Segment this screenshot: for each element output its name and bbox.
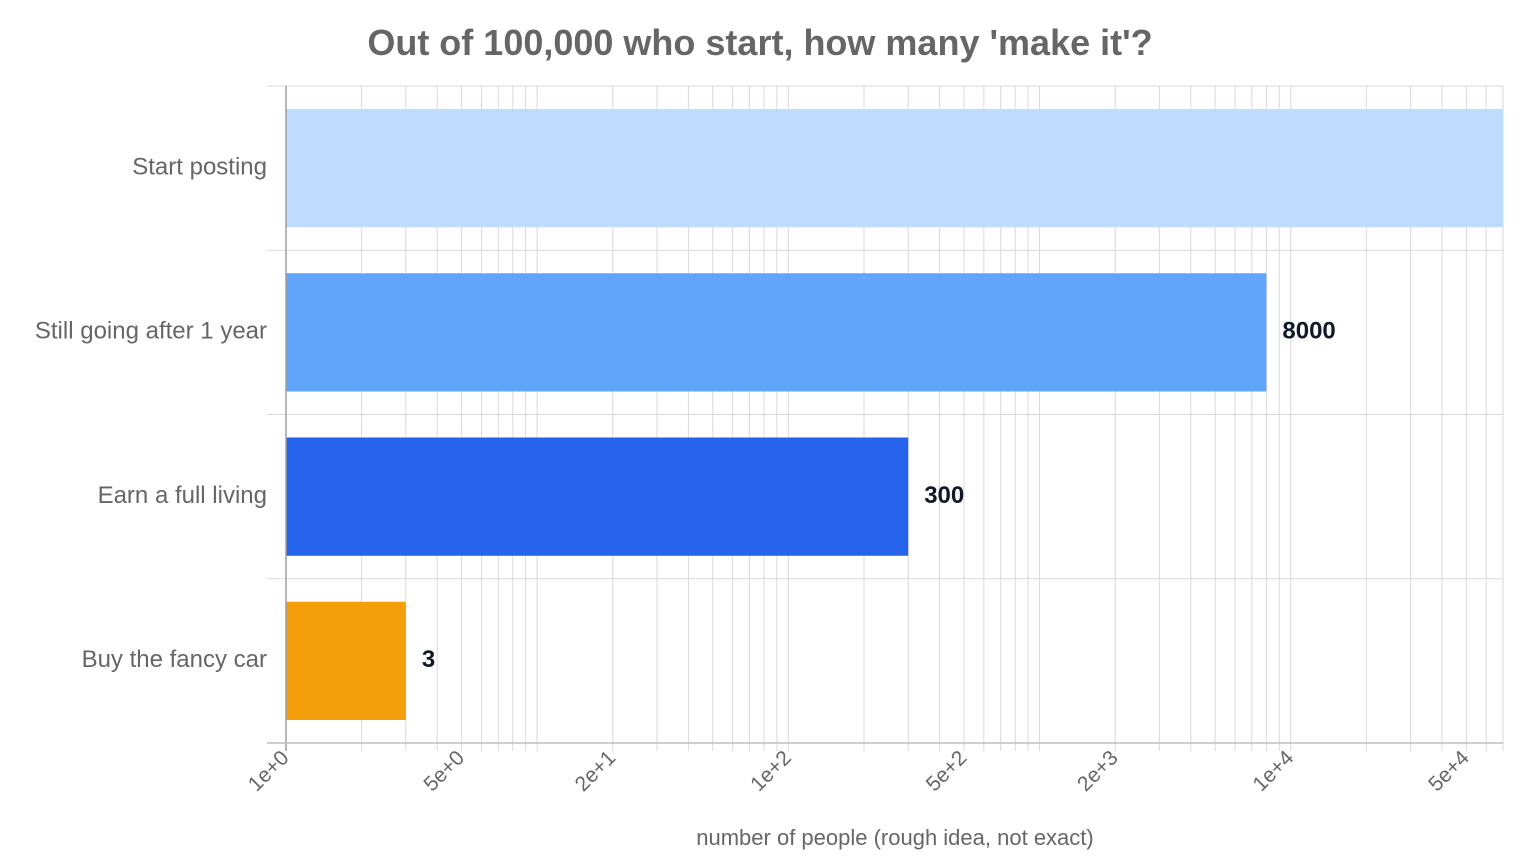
bars <box>286 108 1503 721</box>
bar-value-label: 8000 <box>1282 318 1335 345</box>
x-tick-labels: 1e+0 5e+0 2e+1 1e+2 5e+2 2e+3 1e+4 5e+4 <box>244 746 1474 796</box>
axes <box>267 86 1503 751</box>
bar <box>286 601 406 721</box>
bar-value-label: 3 <box>422 646 435 673</box>
category-label: Still going after 1 year <box>35 318 267 345</box>
bar-value-label: 300 <box>924 482 964 509</box>
category-label: Earn a full living <box>98 482 267 509</box>
chart-title: Out of 100,000 who start, how many 'make… <box>367 22 1152 63</box>
bar <box>286 108 1503 228</box>
bar <box>286 273 1267 392</box>
category-label: Start posting <box>132 153 267 180</box>
category-label: Buy the fancy car <box>82 646 267 673</box>
x-tick-label: 5e+2 <box>922 746 972 796</box>
x-tick-label: 1e+4 <box>1249 746 1299 796</box>
category-labels: Start posting Still going after 1 year Ear… <box>35 153 267 673</box>
x-tick-label: 2e+1 <box>571 746 621 796</box>
x-tick-label: 1e+0 <box>244 746 294 796</box>
x-tick-label: 2e+3 <box>1073 746 1123 796</box>
x-axis-title: number of people (rough idea, not exact) <box>696 825 1093 850</box>
value-labels: 10000080003003 <box>422 153 1520 673</box>
x-tick-label: 5e+0 <box>419 746 469 796</box>
x-tick-label: 5e+4 <box>1424 746 1474 796</box>
bar <box>286 437 909 556</box>
x-tick-label: 1e+2 <box>746 746 796 796</box>
